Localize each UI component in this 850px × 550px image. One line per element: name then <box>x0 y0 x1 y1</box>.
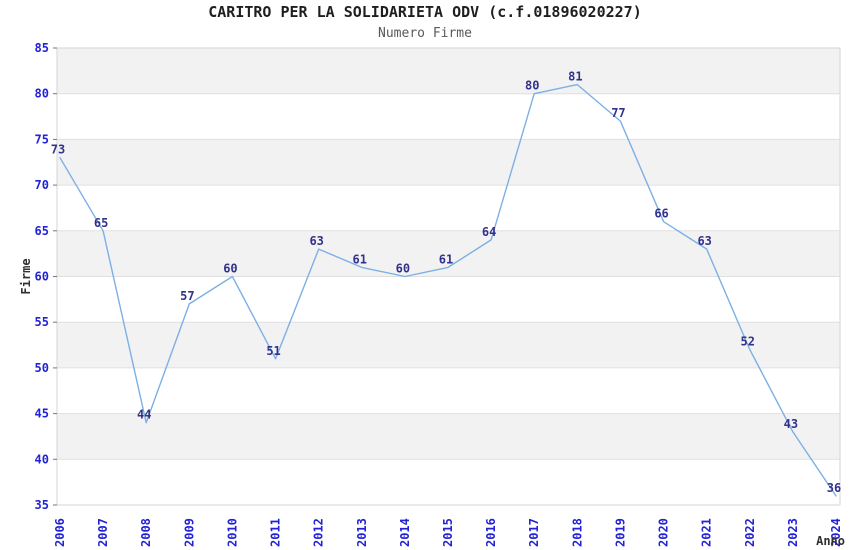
x-axis-label: Anno <box>816 534 845 548</box>
x-tick-label: 2018 <box>570 518 584 547</box>
data-point-label: 44 <box>137 408 151 422</box>
plot-band <box>57 139 840 186</box>
data-point-label: 77 <box>611 106 625 120</box>
data-point-label: 36 <box>827 481 841 495</box>
x-tick-label: 2007 <box>96 518 110 547</box>
y-tick-label: 70 <box>35 178 49 192</box>
data-line <box>59 83 837 497</box>
data-point-label: 60 <box>223 262 237 276</box>
plot-band <box>57 459 840 505</box>
plot-band <box>57 276 840 323</box>
data-point-label: 61 <box>439 252 453 266</box>
data-point-label: 81 <box>568 70 582 84</box>
x-tick-label: 2022 <box>743 518 757 547</box>
x-tick-label: 2009 <box>182 518 196 547</box>
y-axis-label: Firme <box>19 258 33 294</box>
plot-band <box>57 48 840 94</box>
plot-band <box>57 367 840 414</box>
data-point-label: 64 <box>482 225 496 239</box>
x-tick-label: 2008 <box>139 518 153 547</box>
plot-band <box>57 93 840 140</box>
y-tick-label: 65 <box>35 224 49 238</box>
data-point-label: 57 <box>180 289 194 303</box>
x-tick-label: 2017 <box>527 518 541 547</box>
y-tick-label: 45 <box>35 407 49 421</box>
x-tick-label: 2014 <box>398 518 412 547</box>
y-tick-label: 85 <box>35 41 49 55</box>
x-tick-label: 2019 <box>613 518 627 547</box>
x-tick-label: 2021 <box>700 518 714 547</box>
data-point-label: 61 <box>353 252 367 266</box>
data-point-label: 60 <box>396 262 410 276</box>
x-tick-label: 2011 <box>269 518 283 547</box>
x-tick-label: 2024 <box>829 518 843 547</box>
data-point-label: 43 <box>784 417 798 431</box>
data-point-label: 65 <box>94 216 108 230</box>
x-tick-label: 2012 <box>312 518 326 547</box>
y-tick-label: 60 <box>35 270 49 284</box>
data-point-label: 63 <box>309 234 323 248</box>
y-tick-label: 80 <box>35 87 49 101</box>
y-tick-label: 40 <box>35 452 49 466</box>
data-point-label: 80 <box>525 79 539 93</box>
data-point-label: 66 <box>654 207 668 221</box>
x-tick-label: 2020 <box>657 518 671 547</box>
plot-band <box>57 413 840 460</box>
data-point-label: 73 <box>51 143 65 157</box>
y-tick-label: 35 <box>35 498 49 512</box>
data-point-label: 63 <box>697 234 711 248</box>
plot-band <box>57 230 840 277</box>
data-point-label: 52 <box>741 335 755 349</box>
x-tick-label: 2013 <box>355 518 369 547</box>
x-tick-label: 2006 <box>53 518 67 547</box>
data-point-label: 51 <box>266 344 280 358</box>
chart-title: CARITRO PER LA SOLIDARIETA ODV (c.f.0189… <box>208 3 642 21</box>
x-tick-label: 2015 <box>441 518 455 547</box>
plot-band <box>57 322 840 368</box>
x-tick-label: 2023 <box>786 518 800 547</box>
x-tick-label: 2010 <box>225 518 239 547</box>
chart-subtitle: Numero Firme <box>378 26 472 41</box>
y-tick-label: 50 <box>35 361 49 375</box>
x-tick-label: 2016 <box>484 518 498 547</box>
y-tick-label: 75 <box>35 132 49 146</box>
y-tick-label: 55 <box>35 315 49 329</box>
plot-band <box>57 185 840 231</box>
